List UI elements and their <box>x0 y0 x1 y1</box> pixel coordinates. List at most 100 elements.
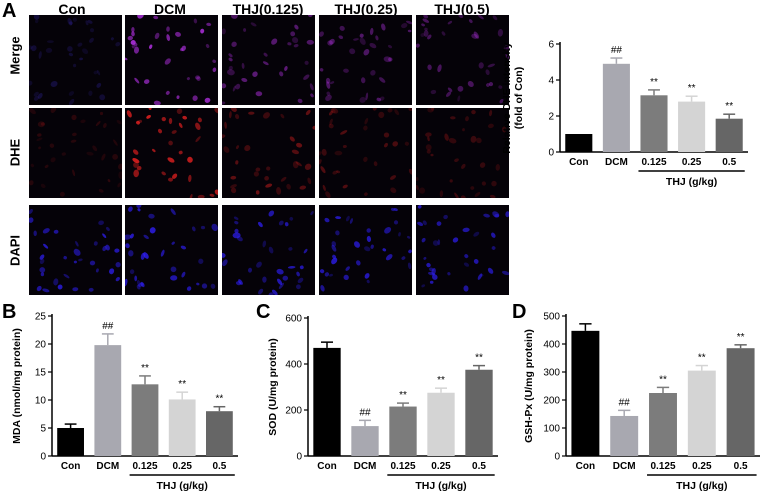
group-label: THJ (g/kg) <box>157 480 208 491</box>
cell-nucleus <box>133 42 138 47</box>
cell-nucleus <box>421 23 426 27</box>
y-tick-label: 15 <box>35 368 47 379</box>
cell-nucleus <box>178 122 183 129</box>
cell-nucleus <box>292 161 299 169</box>
cell-nucleus <box>416 177 419 181</box>
cell-nucleus <box>423 256 427 260</box>
cell-nucleus <box>175 31 181 37</box>
bar <box>610 415 639 456</box>
cell-nucleus <box>342 144 347 149</box>
y-axis-label: Relative DHE intensity <box>501 42 513 154</box>
x-tick-label: DCM <box>605 157 628 168</box>
cell-nucleus <box>389 175 397 180</box>
cell-nucleus <box>114 248 120 253</box>
cell-nucleus <box>359 37 366 45</box>
cell-nucleus <box>222 259 228 267</box>
cell-nucleus <box>212 59 217 63</box>
cell-nucleus <box>278 220 284 226</box>
micrograph-dhe-4 <box>319 108 412 198</box>
cell-nucleus <box>406 20 412 25</box>
cell-nucleus <box>149 227 156 234</box>
cell-nucleus <box>33 91 39 97</box>
cell-nucleus <box>133 169 140 178</box>
y-tick-label: 0 <box>554 452 560 463</box>
cell-nucleus <box>492 211 500 218</box>
cell-nucleus <box>309 83 314 91</box>
cell-nucleus <box>77 42 83 47</box>
bar <box>168 399 196 456</box>
cell-nucleus <box>425 132 432 137</box>
cell-nucleus <box>284 66 288 71</box>
cell-nucleus <box>436 221 442 226</box>
cell-nucleus <box>44 164 49 169</box>
cell-nucleus <box>271 38 278 45</box>
cell-nucleus <box>187 156 193 163</box>
cell-nucleus <box>294 24 299 30</box>
cell-nucleus <box>206 22 212 27</box>
cell-nucleus <box>463 285 469 292</box>
cell-nucleus <box>291 149 299 155</box>
cell-nucleus <box>136 165 142 171</box>
cell-nucleus <box>85 20 89 26</box>
y-tick-label: 0 <box>296 452 302 463</box>
cell-nucleus <box>265 183 273 188</box>
cell-nucleus <box>289 216 294 221</box>
cell-nucleus <box>195 136 201 143</box>
micrograph-merge-2 <box>125 15 218 105</box>
cell-nucleus <box>478 62 484 69</box>
cell-nucleus <box>293 44 299 48</box>
cell-nucleus <box>230 184 237 189</box>
cell-nucleus <box>376 97 382 102</box>
group-label: THJ (g/kg) <box>676 480 727 491</box>
y-tick-label: 200 <box>543 396 560 407</box>
cell-nucleus <box>359 33 364 38</box>
cell-nucleus <box>331 244 337 252</box>
cell-nucleus <box>498 85 503 89</box>
cell-nucleus <box>42 288 50 293</box>
y-tick-label: 0 <box>548 148 554 159</box>
cell-nucleus <box>125 57 128 61</box>
chart-gsh-px: D 0 100 200 300 400 500 GSH-Px (U/mg protein) Co… <box>512 301 760 491</box>
cell-nucleus <box>37 121 45 128</box>
cell-nucleus <box>268 246 274 254</box>
cell-nucleus <box>505 211 509 218</box>
x-tick-label: 0.5 <box>722 157 736 168</box>
cell-nucleus <box>204 97 211 103</box>
cell-nucleus <box>128 206 133 212</box>
cell-nucleus <box>280 113 285 119</box>
cell-nucleus <box>304 60 309 65</box>
cell-nucleus <box>290 31 296 37</box>
cell-nucleus <box>136 120 140 125</box>
cell-nucleus <box>253 171 260 177</box>
cell-nucleus <box>161 171 166 176</box>
cell-nucleus <box>364 117 369 125</box>
cell-nucleus <box>193 18 198 24</box>
cell-nucleus <box>40 272 45 277</box>
cell-nucleus <box>137 119 143 124</box>
cell-nucleus <box>328 110 333 116</box>
y-tick-label: 400 <box>543 340 560 351</box>
cell-nucleus <box>49 143 55 148</box>
cell-nucleus <box>287 265 296 269</box>
bar <box>389 406 417 456</box>
cell-nucleus <box>69 21 73 25</box>
cell-nucleus <box>67 18 73 26</box>
cell-nucleus <box>488 82 494 87</box>
cell-nucleus <box>390 207 395 212</box>
bar <box>131 384 159 456</box>
cell-nucleus <box>430 89 437 95</box>
cell-nucleus <box>40 122 45 126</box>
x-tick-label: 0.125 <box>390 461 415 472</box>
cell-nucleus <box>182 115 188 120</box>
cell-nucleus <box>234 228 239 234</box>
cell-nucleus <box>256 261 262 268</box>
cell-nucleus <box>131 31 135 37</box>
cell-nucleus <box>297 277 304 284</box>
cell-nucleus <box>42 228 50 234</box>
cell-nucleus <box>136 205 142 208</box>
cell-nucleus <box>447 87 453 92</box>
bar <box>715 118 743 152</box>
cell-nucleus <box>480 274 484 277</box>
cell-nucleus <box>209 193 215 197</box>
cell-nucleus <box>168 140 173 146</box>
